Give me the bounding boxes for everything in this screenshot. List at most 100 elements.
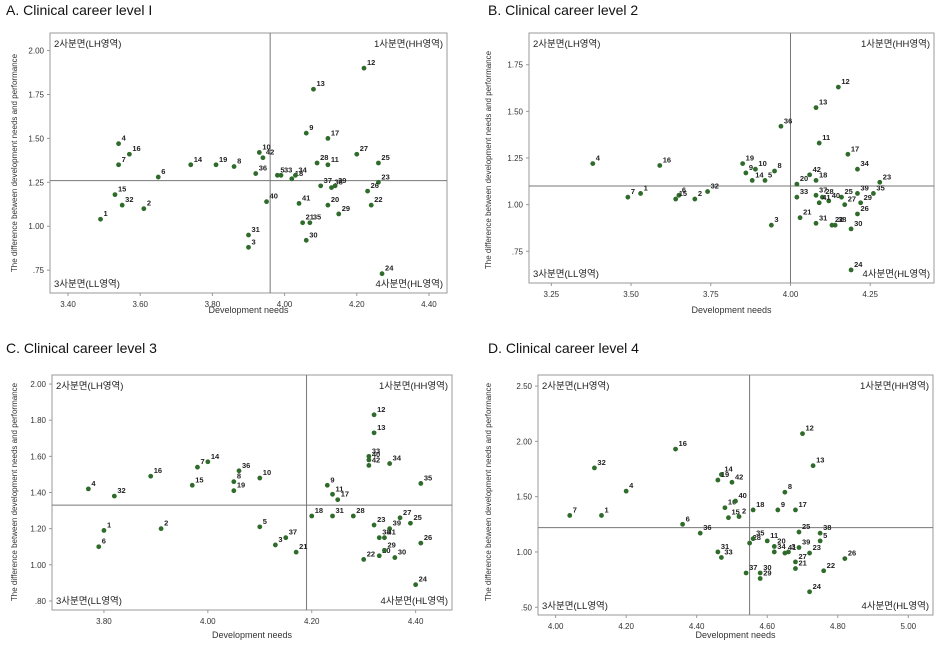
data-point-label: 29 xyxy=(763,569,771,578)
data-point xyxy=(85,486,91,492)
data-point xyxy=(361,65,367,71)
chart-title: A. Clinical career level I xyxy=(6,2,153,18)
data-point-label: 31 xyxy=(819,213,827,222)
quadrant-3-label: 3사분면(LL영역) xyxy=(56,596,122,607)
data-point xyxy=(314,160,320,166)
data-point xyxy=(762,177,768,183)
data-point xyxy=(782,489,788,495)
data-point xyxy=(371,412,377,418)
y-tick-label: .75 xyxy=(512,247,524,256)
data-point xyxy=(148,473,154,479)
data-point xyxy=(816,140,822,146)
data-point xyxy=(793,566,798,571)
y-tick-label: 1.40 xyxy=(30,489,46,498)
data-point-label: 2 xyxy=(164,519,168,528)
data-point-label: 35 xyxy=(756,529,764,538)
data-point-label: 39 xyxy=(860,183,868,192)
data-point xyxy=(365,188,370,194)
data-point-label: 11 xyxy=(331,155,339,164)
data-point xyxy=(309,513,315,519)
data-point-label: 16 xyxy=(132,144,140,153)
data-point xyxy=(253,171,259,176)
x-tick-label: 3.60 xyxy=(132,300,148,309)
data-point-label: 24 xyxy=(385,264,394,273)
x-tick-label: 4.60 xyxy=(759,622,775,631)
data-point xyxy=(231,164,237,169)
data-point-label: 14 xyxy=(194,155,203,164)
data-point-label: 4 xyxy=(122,134,127,143)
quadrant-4-label: 4사분면(HL영역) xyxy=(376,279,443,290)
data-point xyxy=(800,431,805,437)
data-point xyxy=(264,199,269,205)
data-point xyxy=(835,84,841,90)
data-point xyxy=(796,545,802,550)
data-point xyxy=(782,550,788,556)
data-point xyxy=(832,222,838,228)
data-point-label: 12 xyxy=(806,424,814,433)
data-point xyxy=(858,200,864,206)
data-point xyxy=(623,488,629,494)
data-point xyxy=(300,220,306,226)
y-axis-label: The difference between development needs… xyxy=(10,53,19,272)
data-point-label: 25 xyxy=(802,522,810,531)
data-point-label: 21 xyxy=(299,542,307,551)
data-point xyxy=(379,271,385,277)
data-point xyxy=(387,526,393,532)
x-tick-label: 4.80 xyxy=(830,622,846,631)
quadrant-2-label: 2사분면(LH영역) xyxy=(533,39,600,50)
chart-title: D. Clinical career level 4 xyxy=(488,340,639,356)
x-tick-label: 3.40 xyxy=(60,300,76,309)
data-point xyxy=(371,522,377,528)
data-point xyxy=(855,191,860,196)
data-point-label: 40 xyxy=(270,192,278,201)
data-point-label: 33 xyxy=(284,165,292,174)
data-point xyxy=(195,464,200,470)
data-point xyxy=(272,542,278,548)
data-point-label: 41 xyxy=(822,193,830,202)
data-point xyxy=(418,481,424,486)
data-point-label: 42 xyxy=(813,165,821,174)
data-point xyxy=(821,568,827,574)
data-point xyxy=(855,166,860,172)
data-point xyxy=(757,570,763,576)
chart-title: C. Clinical career level 3 xyxy=(6,340,157,356)
data-point-label: 40 xyxy=(832,191,840,200)
data-point xyxy=(376,179,381,185)
data-point-label: 19 xyxy=(721,470,729,479)
data-point xyxy=(692,196,698,202)
data-point-label: 38 xyxy=(823,523,831,532)
data-point-label: 9 xyxy=(330,475,334,484)
data-point xyxy=(188,162,194,168)
data-point-label: 33 xyxy=(800,187,808,196)
x-tick-label: 3.25 xyxy=(544,290,560,299)
quadrant-1-label: 1사분면(HH영역) xyxy=(374,39,443,50)
data-point xyxy=(842,556,848,561)
data-point xyxy=(256,150,262,155)
data-point xyxy=(807,550,812,556)
data-point-label: 5 xyxy=(280,165,284,174)
data-point-label: 29 xyxy=(387,540,395,549)
data-point-label: 16 xyxy=(663,155,671,164)
data-point xyxy=(158,526,164,532)
data-point-label: 33 xyxy=(724,547,732,556)
data-point-label: 6 xyxy=(686,514,690,523)
data-point-label: 38 xyxy=(838,215,846,224)
data-point-label: 9 xyxy=(749,163,753,172)
data-point-label: 35 xyxy=(424,473,432,482)
data-point-label: 17 xyxy=(851,144,859,153)
data-point-label: 36 xyxy=(784,116,792,125)
data-point-label: 3 xyxy=(791,542,795,551)
x-tick-label: 4.00 xyxy=(783,290,799,299)
y-tick-label: 1.00 xyxy=(30,561,46,570)
data-point-label: 13 xyxy=(819,98,827,107)
data-point-label: 39 xyxy=(802,538,810,547)
x-tick-label: 4.20 xyxy=(618,622,634,631)
data-point-label: 38 xyxy=(382,528,390,537)
data-point xyxy=(324,482,330,488)
data-point-label: 22 xyxy=(374,195,382,204)
data-point-label: 26 xyxy=(848,549,856,558)
data-point xyxy=(807,589,812,595)
data-point-label: 26 xyxy=(371,181,379,190)
data-point-label: 2 xyxy=(147,199,151,208)
data-point xyxy=(813,220,819,226)
